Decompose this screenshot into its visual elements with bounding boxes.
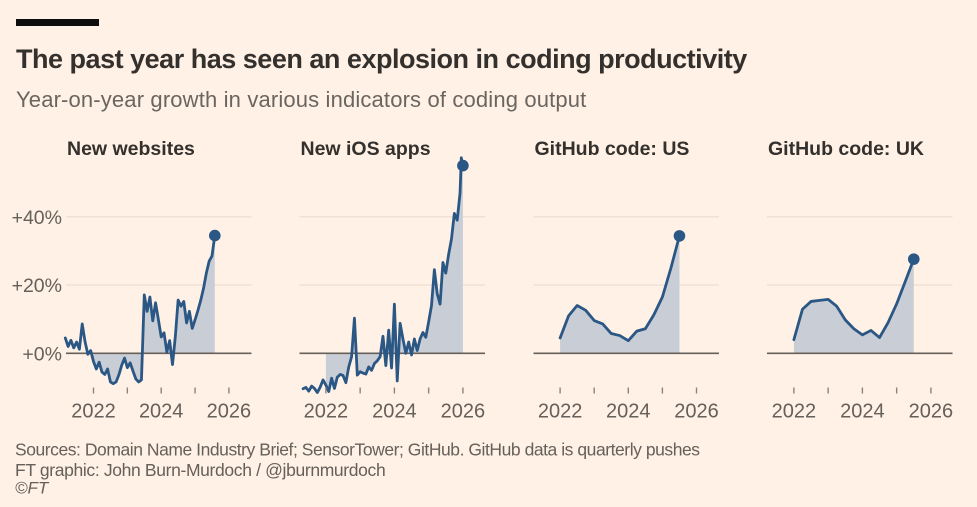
svg-text:FT graphic: John Burn-Murdoch: FT graphic: John Burn-Murdoch / @jburnmu… — [15, 460, 385, 480]
svg-text:2022: 2022 — [71, 401, 116, 423]
svg-text:2024: 2024 — [606, 401, 651, 423]
svg-text:The past year has seen an expl: The past year has seen an explosion in c… — [16, 44, 747, 74]
svg-text:Sources: Domain Name Industry: Sources: Domain Name Industry Brief; Sen… — [15, 440, 700, 460]
svg-text:+20%: +20% — [12, 275, 62, 297]
svg-text:2026: 2026 — [674, 401, 719, 423]
svg-text:2026: 2026 — [909, 401, 954, 423]
svg-text:+40%: +40% — [12, 207, 62, 229]
svg-text:New websites: New websites — [67, 138, 195, 160]
svg-text:2024: 2024 — [840, 401, 885, 423]
svg-text:2026: 2026 — [207, 401, 252, 423]
svg-text:2022: 2022 — [304, 401, 349, 423]
svg-text:GitHub code: UK: GitHub code: UK — [768, 138, 924, 160]
svg-text:2022: 2022 — [772, 401, 817, 423]
svg-text:+0%: +0% — [22, 343, 62, 365]
svg-text:2024: 2024 — [139, 401, 184, 423]
svg-text:New iOS apps: New iOS apps — [301, 138, 431, 160]
svg-text:2026: 2026 — [441, 401, 486, 423]
svg-text:2022: 2022 — [538, 401, 583, 423]
svg-text:2024: 2024 — [372, 401, 417, 423]
svg-text:GitHub code: US: GitHub code: US — [535, 138, 690, 160]
svg-text:©FT: ©FT — [15, 479, 50, 498]
svg-text:Year-on-year growth in various: Year-on-year growth in various indicator… — [16, 87, 586, 112]
